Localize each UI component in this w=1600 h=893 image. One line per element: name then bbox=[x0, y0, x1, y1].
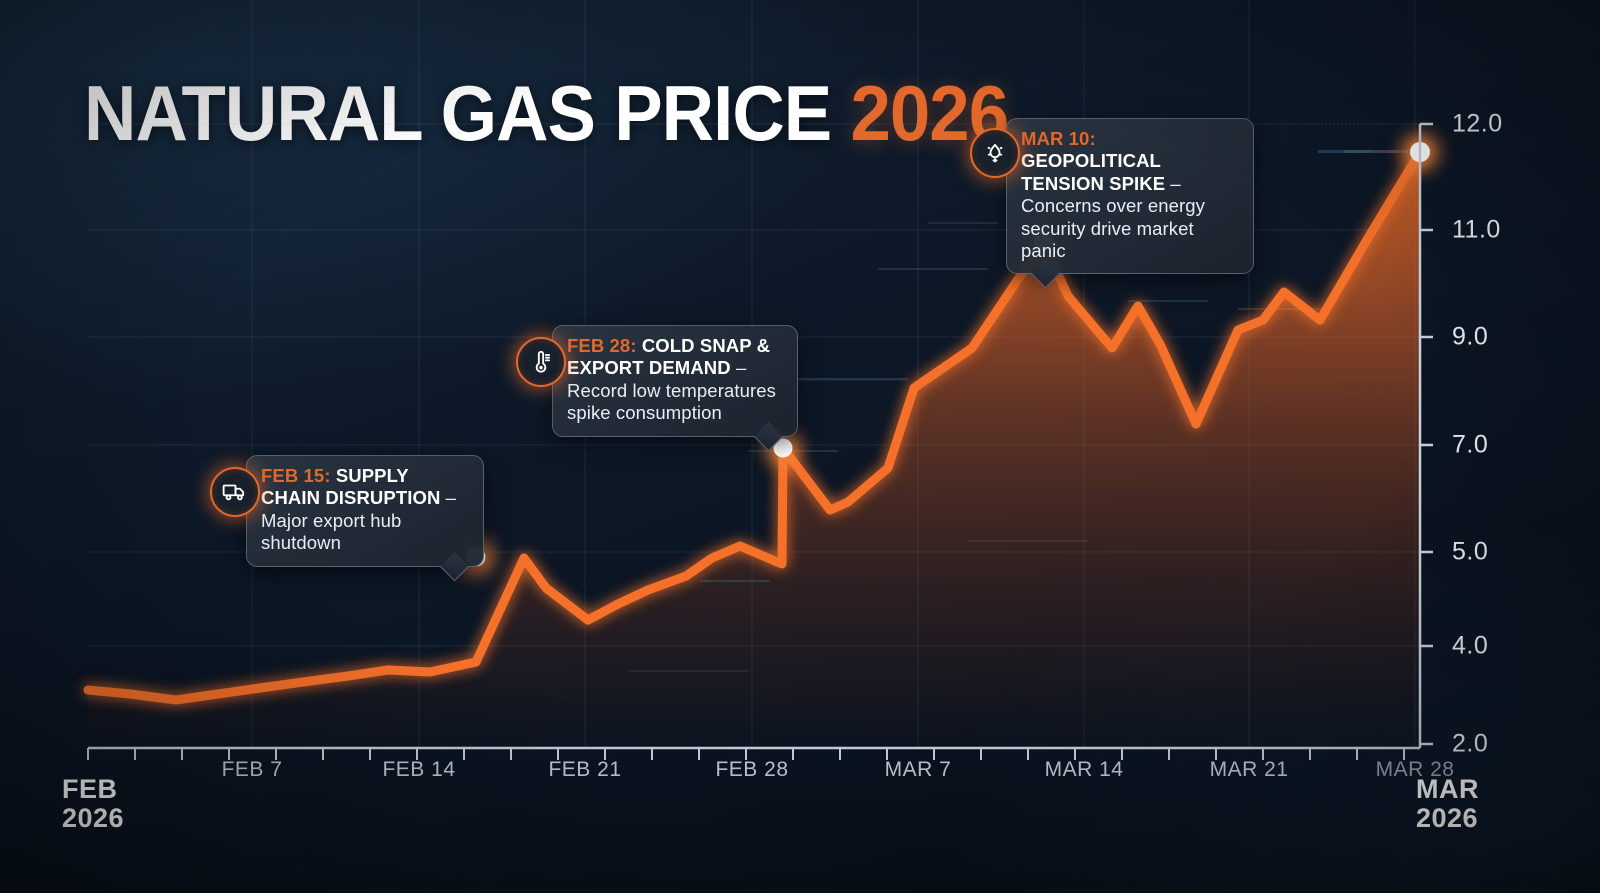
y-tick-label: 4.0 bbox=[1452, 631, 1489, 660]
annotation-bubble: MAR 10: GEOPOLITICAL TENSION SPIKE – Con… bbox=[1006, 118, 1254, 289]
y-tick-label: 2.0 bbox=[1452, 729, 1489, 758]
annotation-date: FEB 28: bbox=[567, 335, 637, 356]
axis-range-start-month: FEB bbox=[62, 774, 118, 804]
annotation-body: Concerns over energy security drive mark… bbox=[1021, 195, 1206, 261]
y-tick-label: 5.0 bbox=[1452, 537, 1489, 566]
annotation-text: MAR 10: GEOPOLITICAL TENSION SPIKE – Con… bbox=[1021, 128, 1239, 262]
annotation-bubble: FEB 15: SUPPLY CHAIN DISRUPTION – Major … bbox=[246, 455, 484, 581]
x-tick-label: FEB 14 bbox=[382, 758, 456, 781]
annotation-geopolitical[interactable]: MAR 10: GEOPOLITICAL TENSION SPIKE – Con… bbox=[970, 118, 1254, 289]
x-tick-label: MAR 21 bbox=[1209, 758, 1289, 781]
axis-range-end: MAR 2026 bbox=[1416, 775, 1479, 832]
x-tick-label: FEB 28 bbox=[715, 758, 789, 781]
y-axis-ticks bbox=[1420, 122, 1433, 746]
annotation-bubble: FEB 28: COLD SNAP & EXPORT DEMAND – Reco… bbox=[552, 325, 798, 451]
annotation-date: MAR 10: bbox=[1021, 128, 1096, 149]
annotation-body: Major export hub shutdown bbox=[261, 509, 402, 554]
annotation-supply-chain[interactable]: FEB 15: SUPPLY CHAIN DISRUPTION – Major … bbox=[210, 455, 484, 581]
annotation-text: FEB 15: SUPPLY CHAIN DISRUPTION – Major … bbox=[261, 465, 469, 555]
gas-droplet-icon bbox=[970, 128, 1020, 178]
truck-icon bbox=[210, 467, 260, 517]
annotation-dash: – bbox=[730, 357, 747, 379]
y-tick-label: 9.0 bbox=[1452, 322, 1489, 351]
annotation-dash: – bbox=[1165, 172, 1181, 194]
y-tick-label: 7.0 bbox=[1452, 430, 1489, 459]
annotation-text: FEB 28: COLD SNAP & EXPORT DEMAND – Reco… bbox=[567, 335, 783, 425]
x-tick-label: MAR 14 bbox=[1044, 758, 1124, 781]
x-tick-label: FEB 7 bbox=[221, 758, 283, 781]
annotation-body: Record low temperatures spike consumptio… bbox=[567, 379, 776, 424]
x-tick-label: FEB 21 bbox=[548, 758, 622, 781]
thermometer-icon bbox=[516, 337, 566, 387]
axis-range-end-month: MAR bbox=[1416, 774, 1479, 804]
annotation-dash: – bbox=[440, 487, 457, 509]
y-tick-label: 11.0 bbox=[1452, 215, 1501, 244]
annotation-cold-snap[interactable]: FEB 28: COLD SNAP & EXPORT DEMAND – Reco… bbox=[516, 325, 798, 451]
axis-range-end-year: 2026 bbox=[1416, 802, 1479, 833]
x-tick-label: MAR 7 bbox=[884, 758, 952, 781]
y-tick-label: 12.0 bbox=[1452, 109, 1503, 138]
annotation-headline: GEOPOLITICAL TENSION SPIKE bbox=[1021, 150, 1166, 194]
annotation-date: FEB 15: bbox=[261, 465, 331, 486]
axis-range-start-year: 2026 bbox=[62, 802, 125, 833]
axis-range-start: FEB 2026 bbox=[62, 775, 124, 832]
